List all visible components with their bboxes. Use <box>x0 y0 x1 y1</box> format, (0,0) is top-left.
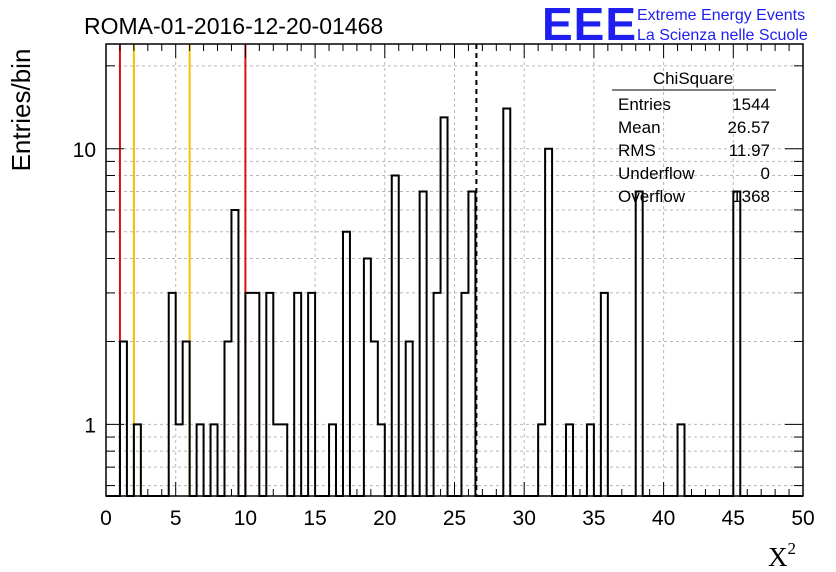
x-tick-label: 5 <box>170 507 182 530</box>
stats-row-value: 26.57 <box>727 118 770 137</box>
stats-row-value: 1368 <box>732 187 770 206</box>
x-tick-label: 10 <box>234 507 257 530</box>
stats-box: ChiSquare Entries 1544 Mean 26.57 RMS 11.97 Un… <box>612 69 776 206</box>
grid <box>106 44 803 496</box>
stats-row-label: Overflow <box>618 187 686 206</box>
tick-labels: 0 5 10 15 20 25 30 35 40 45 50 1 10 <box>73 139 815 530</box>
x-axis-label: X2 <box>768 539 796 572</box>
eee-logo: EEE Extreme Energy Events La Scienza nel… <box>542 0 808 50</box>
y-tick-label: 1 <box>84 414 96 437</box>
stats-row-value: 0 <box>761 164 770 183</box>
x-tick-label: 20 <box>373 507 396 530</box>
y-axis-label: Entries/bin <box>6 49 36 172</box>
stats-row-label: RMS <box>618 141 656 160</box>
x-tick-label: 0 <box>100 507 112 530</box>
y-tick-label: 10 <box>73 139 96 162</box>
x-tick-label: 45 <box>722 507 745 530</box>
logo-mark: EEE <box>542 0 637 50</box>
reference-lines <box>118 44 478 496</box>
axes <box>105 43 804 497</box>
x-axis-label-superscript: 2 <box>788 539 797 558</box>
stats-row-value: 11.97 <box>729 141 770 160</box>
x-tick-label: 30 <box>513 507 536 530</box>
x-tick-label: 35 <box>582 507 605 530</box>
x-tick-label: 50 <box>791 507 814 530</box>
logo-line-1: Extreme Energy Events <box>637 7 805 24</box>
stats-row-label: Mean <box>618 118 661 137</box>
stats-rows: Entries 1544 Mean 26.57 RMS 11.97 Underflow 0 Ov… <box>618 95 770 206</box>
stats-title: ChiSquare <box>653 69 733 88</box>
x-tick-label: 15 <box>303 507 326 530</box>
chart-title: ROMA-01-2016-12-20-01468 <box>84 13 383 39</box>
x-tick-label: 40 <box>652 507 675 530</box>
x-axis-label-base: X <box>768 542 788 572</box>
x-tick-label: 25 <box>443 507 466 530</box>
logo-line-2: La Scienza nelle Scuole <box>637 27 808 44</box>
stats-row-label: Underflow <box>618 164 695 183</box>
stats-row-label: Entries <box>618 95 671 114</box>
stats-row-value: 1544 <box>732 95 770 114</box>
